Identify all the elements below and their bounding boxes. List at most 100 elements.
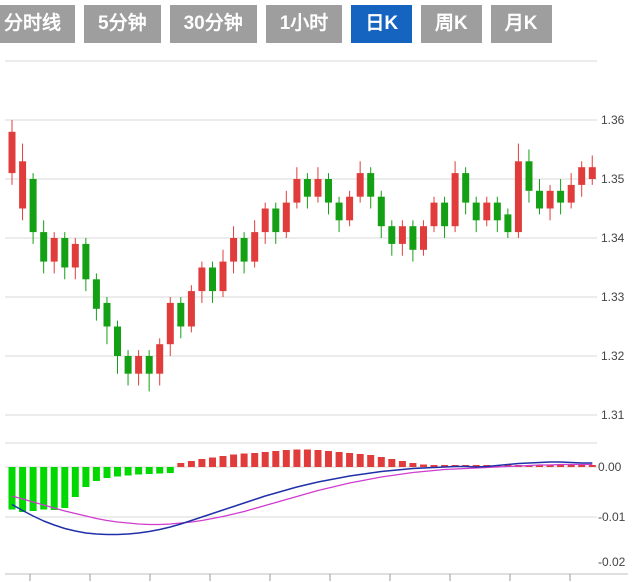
macd-histogram-bar: [282, 450, 290, 467]
candle-body: [71, 243, 79, 268]
candle-body: [50, 238, 58, 262]
candle-body: [166, 302, 174, 345]
candle-body: [504, 214, 512, 233]
candle-body: [525, 161, 533, 191]
candle-body: [230, 238, 238, 262]
candle-body: [145, 356, 153, 374]
candle-body: [156, 344, 164, 374]
tab-monthly-k[interactable]: 月K: [490, 5, 552, 43]
candle-body: [451, 173, 459, 227]
macd-histogram-bar: [293, 449, 301, 467]
tab-time-share[interactable]: 分时线: [0, 5, 76, 43]
macd-histogram-bar: [367, 455, 375, 467]
macd-histogram-bar: [40, 467, 48, 510]
candle-body: [40, 232, 48, 262]
macd-histogram-bar: [251, 453, 259, 467]
macd-histogram-bar: [356, 454, 364, 467]
tab-1hour[interactable]: 1小时: [265, 5, 343, 43]
candle-body: [8, 131, 16, 174]
macd-histogram-bar: [103, 467, 111, 478]
tab-5min[interactable]: 5分钟: [84, 5, 161, 43]
candle-body: [293, 179, 301, 203]
candle-body: [441, 202, 449, 227]
candle-body: [420, 226, 427, 250]
candle-body: [346, 196, 354, 221]
price-axis-label: 1.31: [601, 408, 625, 422]
candle-body: [367, 173, 375, 197]
candle-body: [282, 202, 290, 233]
macd-histogram-bar: [409, 463, 417, 467]
macd-histogram-bar: [29, 467, 37, 511]
price-axis-label: 1.36: [601, 113, 625, 127]
candle-body: [409, 226, 417, 250]
macd-histogram-bar: [536, 465, 543, 467]
tab-daily-k[interactable]: 日K: [351, 5, 413, 43]
macd-histogram-bar: [177, 463, 185, 467]
macd-histogram-bar: [71, 467, 79, 497]
candle-body: [251, 232, 259, 262]
candle-body: [430, 202, 438, 227]
macd-histogram-bar: [578, 465, 586, 467]
candle-body: [103, 302, 111, 327]
dif-line: [11, 461, 593, 536]
macd-axis-label: -0.01: [598, 510, 626, 524]
price-axis-label: 1.34: [601, 231, 625, 245]
macd-histogram-bar: [230, 454, 238, 467]
macd-histogram-bar: [303, 449, 311, 467]
candle-body: [356, 173, 364, 197]
candle-body: [219, 261, 227, 292]
candle-body: [325, 179, 332, 203]
candle-body: [493, 202, 501, 221]
macd-histogram-bar: [567, 465, 575, 467]
candle-body: [546, 190, 554, 209]
macd-histogram-bar: [50, 467, 58, 510]
macd-histogram-bar: [209, 457, 216, 467]
macd-histogram-bar: [272, 451, 280, 467]
candle-body: [82, 243, 90, 280]
macd-histogram-bar: [19, 467, 27, 512]
macd-histogram-bar: [156, 467, 164, 474]
candle-body: [377, 196, 385, 227]
candle-body: [398, 226, 406, 244]
macd-histogram-bar: [398, 461, 406, 467]
candle-body: [514, 161, 522, 233]
macd-histogram-bar: [557, 465, 565, 467]
price-axis-label: 1.33: [601, 290, 625, 304]
macd-histogram-bar: [377, 457, 385, 467]
macd-histogram-bar: [430, 465, 438, 467]
macd-histogram-bar: [420, 464, 427, 467]
candle-body: [388, 226, 396, 244]
macd-histogram-bar: [198, 459, 206, 467]
candle-body: [303, 179, 311, 197]
candle-body: [314, 179, 322, 197]
tab-30min[interactable]: 30分钟: [169, 5, 257, 43]
macd-histogram-bar: [472, 465, 480, 467]
candle-body: [335, 202, 343, 221]
macd-histogram-bar: [82, 467, 90, 487]
macd-histogram-bar: [135, 467, 143, 475]
macd-histogram-bar: [8, 467, 16, 510]
candle-body: [536, 190, 543, 209]
macd-histogram-bar: [61, 467, 69, 508]
candle-body: [462, 173, 470, 203]
price-axis-label: 1.32: [601, 349, 625, 363]
candle-body: [177, 302, 185, 327]
timeframe-tabbar: 分时线 5分钟 30分钟 1小时 日K 周K 月K: [0, 5, 552, 43]
candle-body: [261, 208, 269, 233]
candle-body: [19, 161, 27, 209]
candle-body: [240, 238, 248, 262]
tab-weekly-k[interactable]: 周K: [421, 5, 482, 43]
candle-body: [135, 356, 143, 374]
macd-histogram-bar: [219, 456, 227, 467]
macd-histogram-bar: [335, 452, 343, 467]
candle-body: [198, 267, 206, 292]
macd-histogram-bar: [546, 465, 554, 467]
candle-body: [567, 184, 575, 203]
macd-histogram-bar: [114, 467, 121, 477]
dea-line: [11, 463, 593, 526]
macd-histogram-bar: [261, 452, 269, 467]
macd-axis-label: 0.00: [598, 460, 622, 474]
macd-histogram-bar: [124, 467, 132, 476]
